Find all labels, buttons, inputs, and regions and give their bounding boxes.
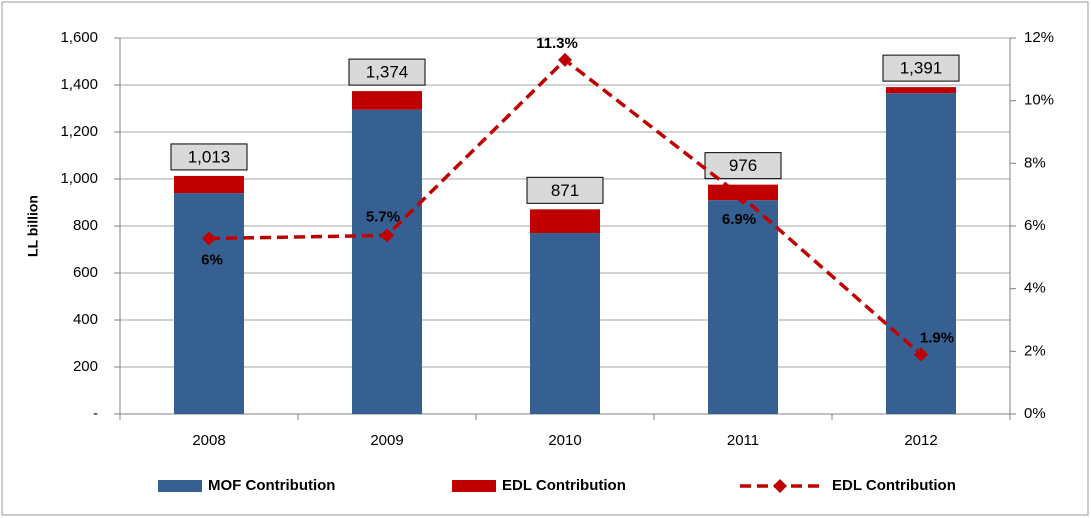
total-label: 1,391 xyxy=(900,59,943,78)
line-marker xyxy=(202,231,216,246)
line-marker xyxy=(736,190,750,205)
line-marker xyxy=(558,52,572,67)
total-label-box xyxy=(526,176,604,204)
y2-tick-label: 2% xyxy=(1024,342,1046,359)
data-label: 5.7% xyxy=(366,208,400,225)
bar-segment xyxy=(174,193,244,414)
bar-segment xyxy=(352,109,422,415)
x-tick-label: 2010 xyxy=(548,432,581,449)
data-label: 11.3% xyxy=(536,35,578,52)
y-tick-label: 600 xyxy=(73,264,98,281)
bar-segment xyxy=(530,233,600,414)
bar-segment xyxy=(708,200,778,414)
y-tick-label: 200 xyxy=(73,358,98,375)
total-label: 976 xyxy=(729,156,757,175)
y-tick-label: 1,400 xyxy=(60,76,98,93)
y2-tick-label: 0% xyxy=(1024,405,1046,422)
bar-segment xyxy=(174,175,244,194)
legend-swatch xyxy=(158,480,202,492)
data-label: 6.9% xyxy=(722,211,756,228)
x-tick-label: 2011 xyxy=(727,432,759,449)
total-label-box xyxy=(704,152,782,180)
y-tick-label: 1,000 xyxy=(60,170,98,187)
y2-tick-label: 6% xyxy=(1024,217,1046,234)
y2-tick-label: 8% xyxy=(1024,154,1046,171)
bar-segment xyxy=(886,87,956,94)
legend-label: MOF Contribution xyxy=(208,477,335,494)
x-tick-label: 2012 xyxy=(904,432,937,449)
bar-segment xyxy=(530,209,600,234)
bar-segment xyxy=(352,91,422,110)
y-tick-label: 800 xyxy=(73,217,98,234)
line-marker xyxy=(914,347,928,362)
total-label: 1,374 xyxy=(366,63,409,82)
y-tick-label: 400 xyxy=(73,311,98,328)
x-tick-label: 2008 xyxy=(192,432,225,449)
data-label: 1.9% xyxy=(920,329,954,346)
total-label-box xyxy=(170,143,248,171)
y2-tick-label: 12% xyxy=(1024,29,1054,46)
legend-marker xyxy=(773,479,787,493)
legend-label: EDL Contribution xyxy=(502,477,626,494)
y-tick-label: 1,200 xyxy=(60,123,98,140)
x-tick-label: 2009 xyxy=(370,432,403,449)
y2-tick-label: 4% xyxy=(1024,280,1046,297)
total-label-box xyxy=(348,58,426,86)
legend-swatch xyxy=(452,480,496,492)
bar-segment xyxy=(886,93,956,414)
y-axis-label: LL billion xyxy=(25,195,41,257)
total-label: 871 xyxy=(551,181,579,200)
y-tick-label: 1,600 xyxy=(60,29,98,46)
data-label: 6% xyxy=(201,252,223,269)
total-label: 1,013 xyxy=(188,147,231,166)
y2-tick-label: 10% xyxy=(1024,92,1054,109)
y-tick-label: - xyxy=(93,405,98,422)
total-label-box xyxy=(882,54,960,82)
legend-label: EDL Contribution xyxy=(832,477,956,494)
line-marker xyxy=(380,228,394,243)
